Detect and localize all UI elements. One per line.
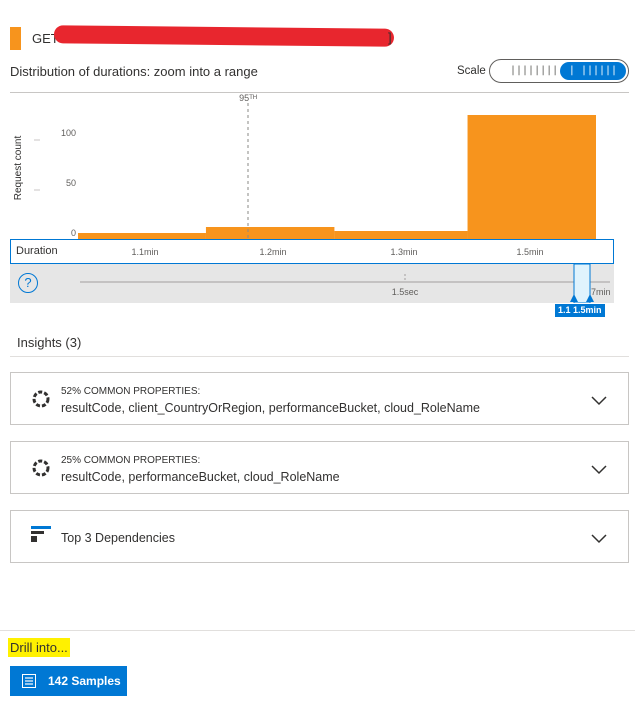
donut-icon [32, 390, 50, 408]
insights-title: Insights (3) [17, 335, 82, 350]
brush-handle-left[interactable] [570, 294, 578, 302]
y-tick-label: 100 [61, 128, 76, 138]
operation-color-swatch [10, 26, 21, 50]
samples-button-label: 142 Samples [48, 674, 121, 688]
brush-tick-label: 1.7min [583, 287, 610, 297]
operation-method: GET [32, 30, 59, 46]
operation-header: GET ] [10, 25, 395, 50]
brush-tick-label: 1.5sec [392, 287, 419, 297]
insight-card-3-title: Top 3 Dependencies [61, 531, 175, 545]
brush-track[interactable]: 1.5sec 1.7min [10, 264, 614, 303]
insight-card-3[interactable]: Top 3 Dependencies [10, 510, 629, 563]
insight-card-2-percent: 25% COMMON PROPERTIES: [61, 455, 201, 466]
chevron-down-icon[interactable] [590, 529, 608, 547]
x-tick-label: 1.2min [259, 247, 286, 257]
histogram-bar [78, 233, 206, 240]
brush-selection[interactable] [573, 264, 591, 303]
scale-toggle[interactable]: |||||||| | |||||| [489, 59, 629, 83]
brush-handle-right[interactable] [586, 294, 594, 302]
scale-linear-option[interactable]: |||||||| [510, 65, 559, 76]
percentile-label: 95ᵀᴴ [239, 93, 257, 103]
reset-zoom-icon[interactable]: ? [18, 273, 38, 293]
x-tick-label: 1.3min [390, 247, 417, 257]
histogram-svg: Request count 0 50 100 95ᵀᴴ [13, 93, 596, 241]
chevron-down-icon[interactable] [590, 391, 608, 409]
x-axis-ticks: 1.1min 1.2min 1.3min 1.5min [131, 247, 543, 257]
x-tick-label: 1.1min [131, 247, 158, 257]
y-tick-label: 0 [71, 228, 76, 238]
insight-card-1-properties: resultCode, client_CountryOrRegion, perf… [61, 401, 480, 415]
histogram-bar [467, 115, 596, 240]
scale-log-option[interactable]: | |||||| [560, 62, 626, 80]
insight-card-1[interactable]: 52% COMMON PROPERTIES: resultCode, clien… [10, 372, 629, 425]
drill-divider [0, 630, 635, 631]
x-tick-label: 1.5min [516, 247, 543, 257]
insight-card-1-percent: 52% COMMON PROPERTIES: [61, 386, 201, 397]
chevron-down-icon[interactable] [590, 460, 608, 478]
insights-divider [10, 356, 629, 357]
chart-subtitle: Distribution of durations: zoom into a r… [10, 64, 258, 79]
scale-label: Scale [457, 65, 486, 77]
x-axis-title: Duration [16, 245, 58, 257]
drill-into-label: Drill into... [8, 638, 70, 657]
duration-histogram[interactable]: Request count 0 50 100 95ᵀᴴ [10, 92, 629, 242]
y-tick-label: 50 [66, 178, 76, 188]
operation-name-tail: ] [388, 30, 392, 45]
list-icon [22, 674, 36, 688]
donut-icon [32, 459, 50, 477]
duration-axis-row: Duration 1.1min 1.2min 1.3min 1.5min [10, 239, 614, 264]
brush-selection-label: 1.1 1.5min [555, 304, 605, 317]
y-axis-title: Request count [13, 136, 24, 201]
histogram-bar [334, 231, 468, 240]
insight-card-2-properties: resultCode, performanceBucket, cloud_Rol… [61, 470, 340, 484]
insight-card-2[interactable]: 25% COMMON PROPERTIES: resultCode, perfo… [10, 441, 629, 494]
redaction-mark [53, 25, 395, 47]
dependencies-icon [31, 526, 51, 542]
range-brush[interactable]: ? 1.5sec 1.7min [10, 264, 614, 303]
histogram-bar [205, 227, 335, 240]
samples-button[interactable]: 142 Samples [10, 666, 127, 696]
